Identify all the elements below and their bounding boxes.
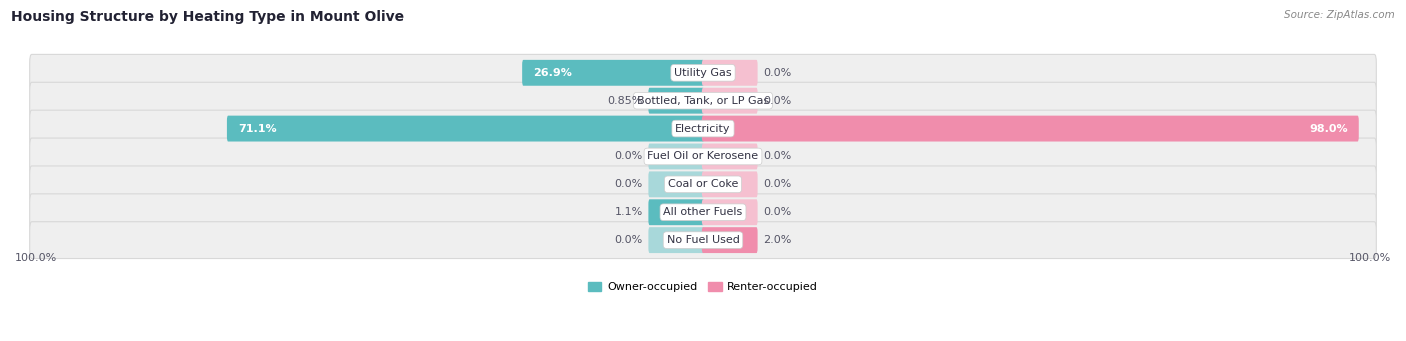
FancyBboxPatch shape <box>702 172 758 197</box>
Text: 0.0%: 0.0% <box>614 179 643 189</box>
Text: All other Fuels: All other Fuels <box>664 207 742 217</box>
Text: 0.0%: 0.0% <box>763 207 792 217</box>
Text: 1.1%: 1.1% <box>614 207 643 217</box>
Text: 0.85%: 0.85% <box>607 96 643 106</box>
Text: 100.0%: 100.0% <box>1348 253 1391 263</box>
Text: 0.0%: 0.0% <box>763 96 792 106</box>
FancyBboxPatch shape <box>30 55 1376 91</box>
FancyBboxPatch shape <box>30 166 1376 203</box>
FancyBboxPatch shape <box>702 88 758 114</box>
Text: Housing Structure by Heating Type in Mount Olive: Housing Structure by Heating Type in Mou… <box>11 10 405 24</box>
FancyBboxPatch shape <box>30 222 1376 258</box>
Text: No Fuel Used: No Fuel Used <box>666 235 740 245</box>
Text: 26.9%: 26.9% <box>533 68 572 78</box>
Text: Bottled, Tank, or LP Gas: Bottled, Tank, or LP Gas <box>637 96 769 106</box>
Text: 0.0%: 0.0% <box>614 235 643 245</box>
FancyBboxPatch shape <box>30 110 1376 147</box>
FancyBboxPatch shape <box>702 199 758 225</box>
FancyBboxPatch shape <box>648 199 704 225</box>
FancyBboxPatch shape <box>30 82 1376 119</box>
Text: 2.0%: 2.0% <box>763 235 792 245</box>
FancyBboxPatch shape <box>702 227 758 253</box>
Text: 0.0%: 0.0% <box>614 151 643 162</box>
Text: Fuel Oil or Kerosene: Fuel Oil or Kerosene <box>647 151 759 162</box>
Legend: Owner-occupied, Renter-occupied: Owner-occupied, Renter-occupied <box>583 278 823 297</box>
Text: Utility Gas: Utility Gas <box>675 68 731 78</box>
Text: 100.0%: 100.0% <box>15 253 58 263</box>
FancyBboxPatch shape <box>30 194 1376 231</box>
FancyBboxPatch shape <box>702 60 758 86</box>
Text: Coal or Coke: Coal or Coke <box>668 179 738 189</box>
FancyBboxPatch shape <box>30 138 1376 175</box>
FancyBboxPatch shape <box>648 88 704 114</box>
FancyBboxPatch shape <box>648 144 704 169</box>
Text: Source: ZipAtlas.com: Source: ZipAtlas.com <box>1284 10 1395 20</box>
Text: 71.1%: 71.1% <box>238 123 277 134</box>
Text: 98.0%: 98.0% <box>1309 123 1347 134</box>
FancyBboxPatch shape <box>226 116 704 142</box>
FancyBboxPatch shape <box>702 144 758 169</box>
Text: Electricity: Electricity <box>675 123 731 134</box>
FancyBboxPatch shape <box>648 227 704 253</box>
Text: 0.0%: 0.0% <box>763 179 792 189</box>
Text: 0.0%: 0.0% <box>763 151 792 162</box>
FancyBboxPatch shape <box>522 60 704 86</box>
FancyBboxPatch shape <box>702 116 1358 142</box>
FancyBboxPatch shape <box>648 172 704 197</box>
Text: 0.0%: 0.0% <box>763 68 792 78</box>
